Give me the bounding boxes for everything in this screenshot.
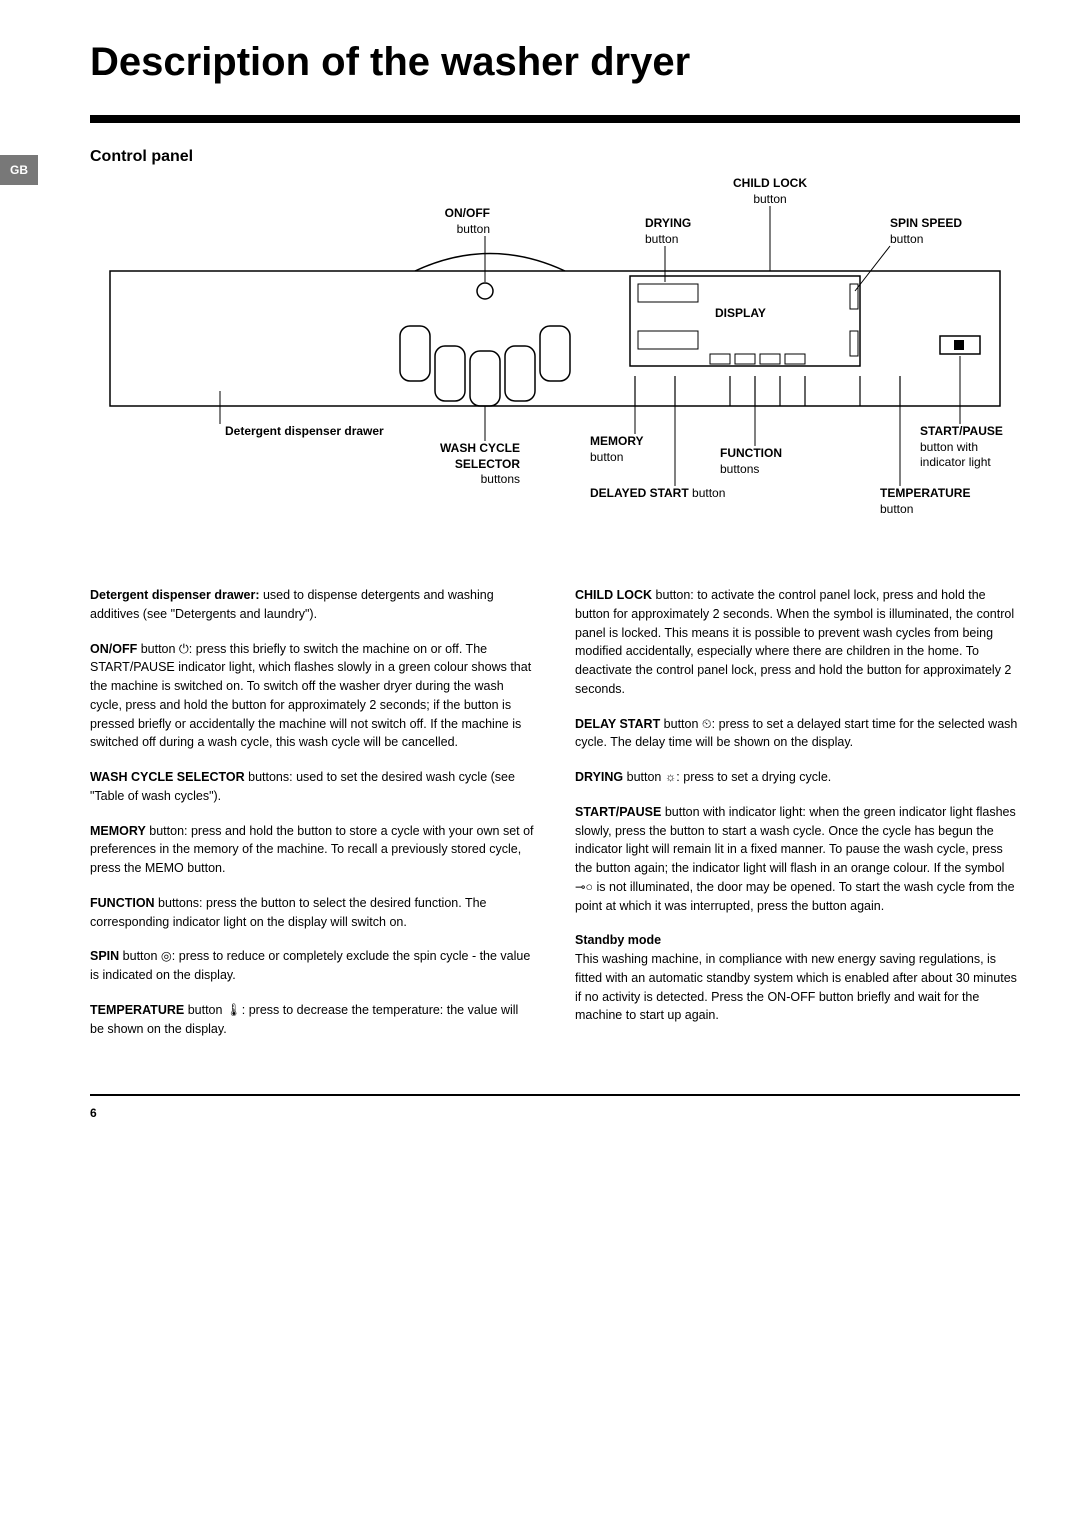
body-paragraph: ON/OFF button ⏻: press this briefly to s… bbox=[90, 640, 535, 753]
label-drawer: Detergent dispenser drawer bbox=[225, 424, 384, 440]
body-paragraph: CHILD LOCK button: to activate the contr… bbox=[575, 586, 1020, 699]
label-temperature: TEMPERATUREbutton bbox=[880, 486, 970, 517]
body-paragraph: WASH CYCLE SELECTOR buttons: used to set… bbox=[90, 768, 535, 806]
label-spin-speed: SPIN SPEEDbutton bbox=[890, 216, 962, 247]
body-paragraph: MEMORY button: press and hold the button… bbox=[90, 822, 535, 878]
panel-svg bbox=[90, 176, 1020, 526]
label-memory: MEMORYbutton bbox=[590, 434, 644, 465]
body-paragraph: SPIN button ◎: press to reduce or comple… bbox=[90, 947, 535, 985]
body-paragraph: DRYING button ☼: press to set a drying c… bbox=[575, 768, 1020, 787]
label-delayed-start: DELAYED START button bbox=[590, 486, 725, 502]
label-onoff: ON/OFFbutton bbox=[420, 206, 490, 237]
title-rule bbox=[90, 115, 1020, 123]
body-paragraph: DELAY START button ⏲: press to set a del… bbox=[575, 715, 1020, 753]
page-title: Description of the washer dryer bbox=[30, 40, 1020, 85]
footer-rule bbox=[90, 1094, 1020, 1096]
body-paragraph: START/PAUSE button with indicator light:… bbox=[575, 803, 1020, 916]
body-column-right: CHILD LOCK button: to activate the contr… bbox=[575, 586, 1020, 1054]
language-tab: GB bbox=[0, 155, 38, 185]
body-columns: Detergent dispenser drawer: used to disp… bbox=[90, 586, 1020, 1054]
label-start-pause: START/PAUSEbutton with indicator light bbox=[920, 424, 1020, 471]
body-column-left: Detergent dispenser drawer: used to disp… bbox=[90, 586, 535, 1054]
control-panel-diagram: ON/OFFbutton CHILD LOCKbutton DRYINGbutt… bbox=[90, 176, 1020, 526]
label-child-lock: CHILD LOCKbutton bbox=[720, 176, 820, 207]
label-function: FUNCTIONbuttons bbox=[720, 446, 782, 477]
label-drying: DRYINGbutton bbox=[645, 216, 691, 247]
body-paragraph: TEMPERATURE button 🌡: press to decrease … bbox=[90, 1001, 535, 1039]
body-paragraph: FUNCTION buttons: press the button to se… bbox=[90, 894, 535, 932]
label-display: DISPLAY bbox=[715, 306, 766, 322]
body-paragraph: Detergent dispenser drawer: used to disp… bbox=[90, 586, 535, 624]
body-paragraph: Standby modeThis washing machine, in com… bbox=[575, 931, 1020, 1025]
page-number: 6 bbox=[30, 1106, 1020, 1120]
label-wash-cycle: WASH CYCLE SELECTORbuttons bbox=[390, 441, 520, 488]
panel-heading: Control panel bbox=[90, 148, 1020, 166]
